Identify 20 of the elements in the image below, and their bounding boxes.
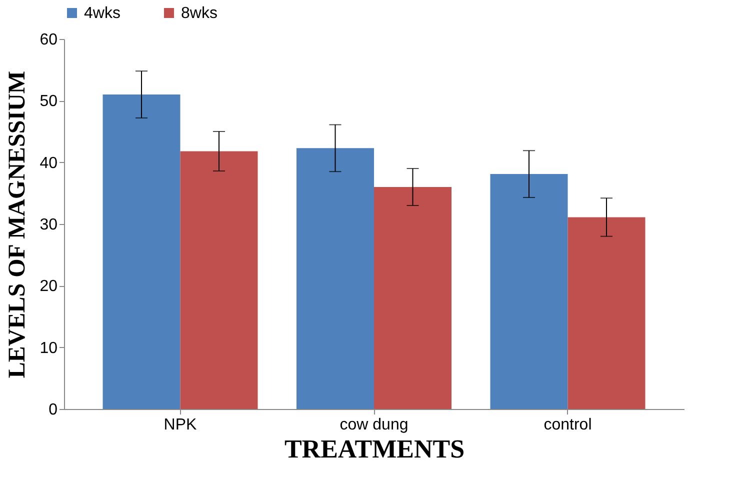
bar (296, 148, 374, 409)
bar (374, 187, 452, 409)
y-axis-title: LEVELS OF MAGNESSIUM (4, 70, 31, 378)
y-tick-label: 60 (40, 32, 58, 48)
y-tick-label: 30 (40, 216, 58, 234)
legend-label: 4wks (84, 5, 120, 22)
x-axis-title: TREATMENTS (284, 434, 465, 464)
x-tick-label: cow dung (340, 416, 408, 434)
bar (102, 94, 180, 409)
y-tick-label: 10 (40, 340, 58, 357)
bar (180, 151, 258, 409)
y-tick-label: 0 (48, 402, 58, 418)
y-tick-label: 40 (40, 154, 58, 172)
bar (490, 174, 568, 409)
x-tick-label: control (544, 416, 592, 434)
y-tick-label: 50 (40, 93, 58, 110)
y-tick-label: 20 (40, 278, 58, 296)
bar (568, 217, 646, 409)
x-tick-label: NPK (164, 416, 198, 434)
legend-label: 8wks (181, 5, 218, 22)
